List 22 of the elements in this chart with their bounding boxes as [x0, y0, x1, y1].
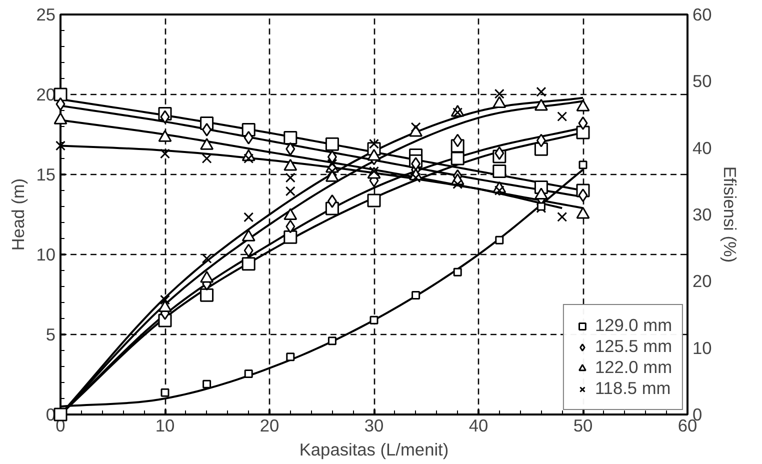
legend-label: 129.0 mm — [594, 315, 672, 336]
x-tick-label: 30 — [364, 416, 384, 436]
legend-label: 125.5 mm — [594, 336, 672, 357]
legend-label: 122.0 mm — [594, 357, 672, 378]
y-tick-label: 15 — [36, 164, 56, 184]
y2-tick-label: 10 — [692, 338, 712, 358]
legend-label: 118.5 mm — [594, 378, 671, 399]
y2-axis-title: Efisiensi (%) — [720, 166, 740, 263]
y2-tick-label: 40 — [692, 138, 712, 158]
y2-tick-label: 30 — [692, 204, 712, 224]
x-tick-label: 20 — [260, 416, 280, 436]
y-tick-label: 10 — [36, 244, 56, 264]
y-tick-label: 25 — [36, 4, 56, 24]
y2-tick-label: 50 — [692, 71, 712, 92]
x-tick-label: 50 — [573, 416, 593, 436]
y-axis-title: Head (m) — [8, 178, 28, 251]
x-tick-label: 10 — [155, 416, 175, 436]
y2-tick-label: 20 — [692, 271, 712, 292]
y-tick-label: 5 — [46, 324, 56, 344]
y2-tick-label: 60 — [692, 4, 712, 24]
x-axis-title: Kapasitas (L/menit) — [299, 440, 449, 460]
x-tick-label: 40 — [468, 416, 488, 436]
